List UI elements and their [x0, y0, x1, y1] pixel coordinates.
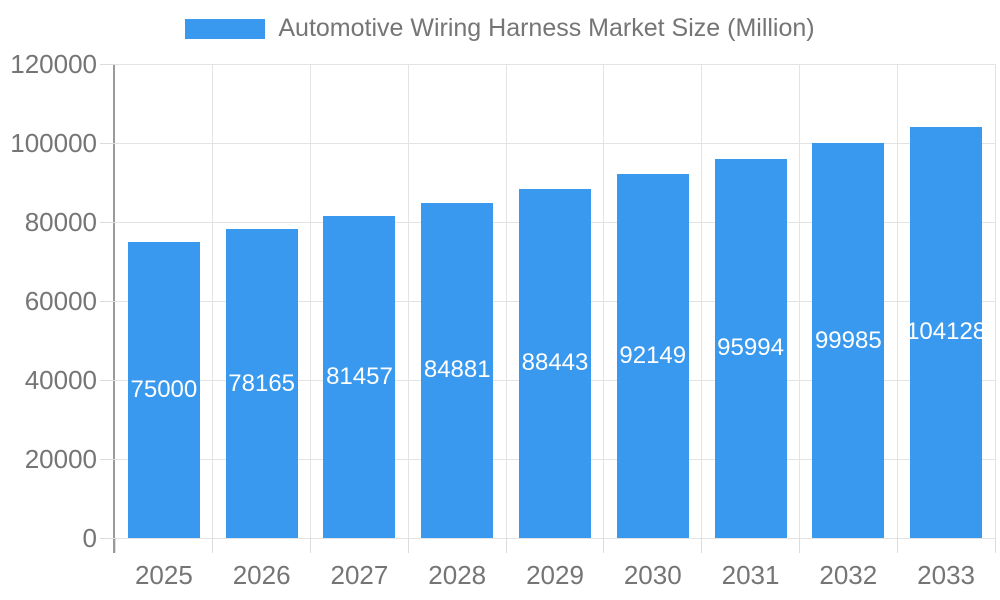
y-axis-tick: [100, 142, 115, 144]
chart-legend[interactable]: Automotive Wiring Harness Market Size (M…: [0, 14, 1000, 43]
x-axis-tick: [212, 538, 214, 553]
x-tick-label: 2030: [623, 560, 682, 590]
x-tick-label: 2027: [330, 560, 389, 590]
bar-2033[interactable]: 104128: [906, 126, 986, 538]
x-axis-tick: [896, 538, 898, 553]
y-axis-tick: [100, 379, 115, 381]
bar-value-label: 99985: [814, 326, 882, 354]
y-axis-tick: [100, 63, 115, 65]
bar-value-label: 95994: [717, 334, 784, 362]
y-axis-tick: [100, 221, 115, 223]
x-tick-label: 2031: [721, 560, 780, 590]
v-gridline: [798, 64, 800, 538]
x-axis-tick: [407, 538, 409, 553]
bar-2026[interactable]: 78165: [225, 229, 298, 538]
y-tick-label: 60000: [24, 286, 97, 316]
h-gridline: [115, 537, 995, 539]
bar-2025[interactable]: 75000: [127, 241, 200, 538]
y-tick-label: 40000: [24, 365, 97, 395]
x-axis-tick: [505, 538, 507, 553]
x-tick-label: 2029: [526, 560, 584, 590]
bar-2029[interactable]: 88443: [519, 188, 591, 538]
bar-value-label: 78165: [228, 369, 296, 397]
v-gridline: [994, 64, 996, 538]
v-gridline: [310, 64, 312, 538]
y-tick-label: 80000: [24, 207, 97, 237]
bar-2030[interactable]: 92149: [616, 174, 689, 538]
legend-label: Automotive Wiring Harness Market Size (M…: [278, 14, 815, 42]
x-axis-tick: [994, 538, 996, 553]
legend-swatch: [185, 18, 266, 39]
bar-value-label: 75000: [130, 375, 198, 403]
x-tick-label: 2032: [819, 560, 878, 590]
x-axis-tick: [603, 538, 605, 553]
bar-value-label: 104128: [906, 318, 987, 346]
plot-area: 75000 78165 81457 84881 88443 92149 95994 99985…: [115, 63, 996, 539]
bar-2031[interactable]: 95994: [714, 158, 787, 538]
v-gridline: [407, 64, 409, 538]
bar-value-label: 81457: [326, 363, 393, 391]
x-axis-tick: [701, 538, 703, 553]
y-tick-label: 0: [82, 523, 97, 553]
y-tick-label: 120000: [10, 49, 97, 79]
x-axis-tick: [310, 538, 312, 553]
x-tick-label: 2026: [232, 560, 291, 590]
x-tick-label: 2033: [917, 560, 976, 590]
v-gridline: [701, 64, 703, 538]
x-tick-label: 2025: [134, 560, 193, 590]
bar-2032[interactable]: 99985: [812, 143, 885, 538]
bar-value-label: 92149: [619, 341, 687, 369]
bar-2028[interactable]: 84881: [421, 202, 494, 538]
h-gridline: [115, 142, 995, 144]
bar-value-label: 88443: [521, 349, 589, 377]
y-axis-tick: [100, 300, 115, 302]
y-tick-label: 20000: [24, 444, 97, 474]
x-axis-tick: [798, 538, 800, 553]
v-gridline: [896, 64, 898, 538]
bar-value-label: 84881: [423, 356, 491, 384]
y-axis-line: [113, 64, 115, 553]
bar-2027[interactable]: 81457: [323, 216, 396, 538]
y-tick-label: 100000: [10, 128, 97, 158]
y-axis-tick: [100, 458, 115, 460]
x-axis-tick: [114, 538, 116, 553]
x-tick-label: 2028: [428, 560, 487, 590]
h-gridline: [115, 63, 995, 65]
v-gridline: [212, 64, 214, 538]
v-gridline: [505, 64, 507, 538]
v-gridline: [603, 64, 605, 538]
y-axis-tick: [100, 537, 115, 539]
